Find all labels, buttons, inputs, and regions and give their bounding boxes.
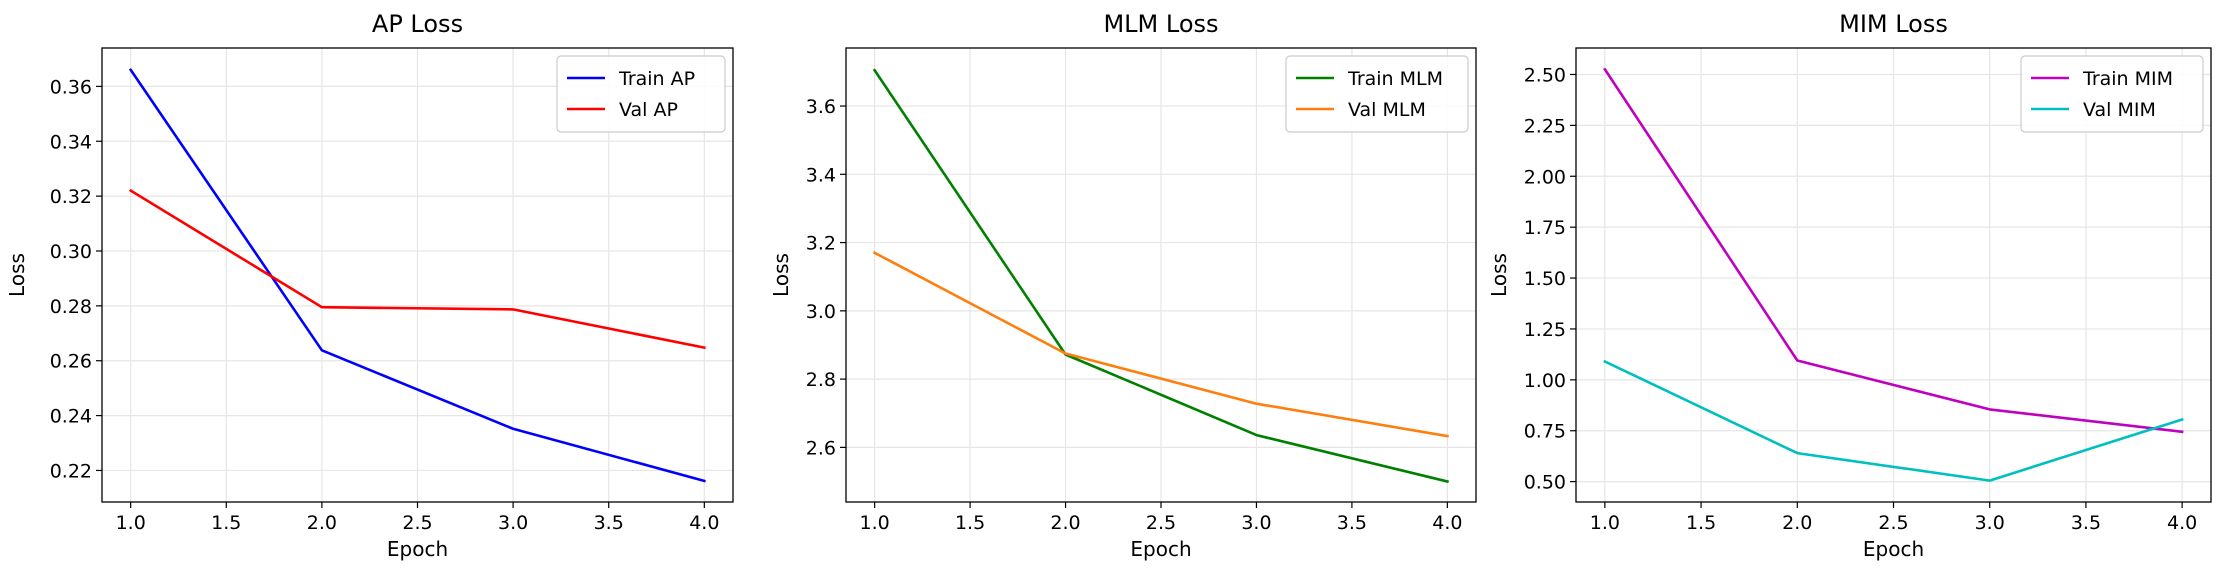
chart-title: MIM Loss <box>1839 10 1948 38</box>
legend: Train AP Val AP <box>556 55 726 133</box>
legend-box <box>1285 55 1469 133</box>
y-tick-label: 2.50 <box>1524 64 1566 86</box>
x-tick-label: 3.5 <box>1337 512 1367 534</box>
chart-title: MLM Loss <box>1103 10 1218 38</box>
legend-box <box>2020 55 2204 133</box>
x-tick-label: 1.5 <box>955 512 985 534</box>
x-tick-label: 2.5 <box>402 512 432 534</box>
plot-frame <box>101 47 734 503</box>
y-tick-label: 3.0 <box>806 301 836 323</box>
x-axis-label: Epoch <box>1863 537 1924 561</box>
x-tick-label: 3.5 <box>594 512 624 534</box>
y-tick-label: 0.75 <box>1524 421 1566 443</box>
chart-panel-3: 1.0 1.5 2.0 2.5 3.0 3.5 4.0 0.50 0.75 1.00 1.25 1.5… <box>1487 10 2212 561</box>
legend-label: Train MLM <box>1347 68 1443 90</box>
y-tick-label: 1.25 <box>1524 319 1566 341</box>
series-line-train-ap <box>128 68 706 483</box>
x-axis-label: Epoch <box>1130 537 1191 561</box>
y-tick-label: 3.2 <box>806 233 836 255</box>
x-tick-label: 3.5 <box>2071 512 2101 534</box>
x-tick-label: 2.0 <box>1050 512 1080 534</box>
plot-frame <box>845 47 1477 503</box>
y-axis-label: Loss <box>5 253 29 297</box>
series-line-train-mim <box>1603 67 2184 434</box>
x-tick-label: 1.0 <box>860 512 890 534</box>
legend-label: Val MIM <box>2083 99 2156 121</box>
x-tick-label: 2.5 <box>1878 512 1908 534</box>
x-tick-label: 1.0 <box>1590 512 1620 534</box>
y-tick-label: 1.50 <box>1524 268 1566 290</box>
y-tick-label: 0.36 <box>50 76 92 98</box>
x-tick-label: 4.0 <box>1432 512 1462 534</box>
y-tick-label: 2.6 <box>806 437 836 459</box>
y-tick-label: 0.24 <box>50 406 92 428</box>
y-tick-label: 1.75 <box>1524 217 1566 239</box>
x-tick-label: 3.0 <box>498 512 528 534</box>
y-tick-label: 2.00 <box>1524 166 1566 188</box>
y-tick-label: 0.26 <box>50 351 92 373</box>
y-tick-label: 0.28 <box>50 296 92 318</box>
x-tick-label: 4.0 <box>2167 512 2197 534</box>
y-tick-label: 1.00 <box>1524 370 1566 392</box>
series-line-val-mim <box>1603 359 2184 482</box>
legend: Train MLM Val MLM <box>1285 55 1469 133</box>
y-tick-label: 0.50 <box>1524 472 1566 494</box>
legend-label: Val AP <box>619 99 678 121</box>
y-tick-label: 0.22 <box>50 460 92 482</box>
series-line-val-ap <box>128 188 706 350</box>
chart-panel-2: 1.0 1.5 2.0 2.5 3.0 3.5 4.0 2.6 2.8 3.0 3.2 3.4 3.6 M… <box>769 10 1477 561</box>
y-tick-label: 0.32 <box>50 186 92 208</box>
x-tick-label: 1.5 <box>211 512 241 534</box>
x-tick-label: 2.0 <box>1782 512 1812 534</box>
y-axis-label: Loss <box>1487 253 1511 297</box>
chart-title: AP Loss <box>372 10 463 38</box>
legend-label: Train MIM <box>2082 68 2173 90</box>
x-tick-label: 2.5 <box>1146 512 1176 534</box>
x-tick-label: 4.0 <box>689 512 719 534</box>
legend: Train MIM Val MIM <box>2020 55 2204 133</box>
x-tick-label: 3.0 <box>1241 512 1271 534</box>
legend-label: Train AP <box>618 68 695 90</box>
x-tick-label: 3.0 <box>1975 512 2005 534</box>
y-axis-label: Loss <box>769 253 793 297</box>
x-tick-label: 1.0 <box>116 512 146 534</box>
legend-label: Val MLM <box>1348 99 1426 121</box>
y-tick-label: 2.8 <box>806 369 836 391</box>
x-tick-label: 1.5 <box>1686 512 1716 534</box>
y-tick-label: 3.6 <box>806 96 836 118</box>
chart-panel-1: 1.0 1.5 2.0 2.5 3.0 3.5 4.0 0.22 0.24 0.26 0.28 0.3… <box>5 10 734 561</box>
series-line-val-mlm <box>872 251 1449 438</box>
y-tick-label: 0.34 <box>50 131 92 153</box>
legend-box <box>556 55 726 133</box>
y-tick-label: 3.4 <box>806 164 836 186</box>
y-tick-label: 2.25 <box>1524 115 1566 137</box>
plot-frame <box>1575 47 2212 503</box>
y-tick-label: 0.30 <box>50 241 92 263</box>
series-line-train-mlm <box>872 68 1449 484</box>
x-axis-label: Epoch <box>387 537 448 561</box>
x-tick-label: 2.0 <box>307 512 337 534</box>
